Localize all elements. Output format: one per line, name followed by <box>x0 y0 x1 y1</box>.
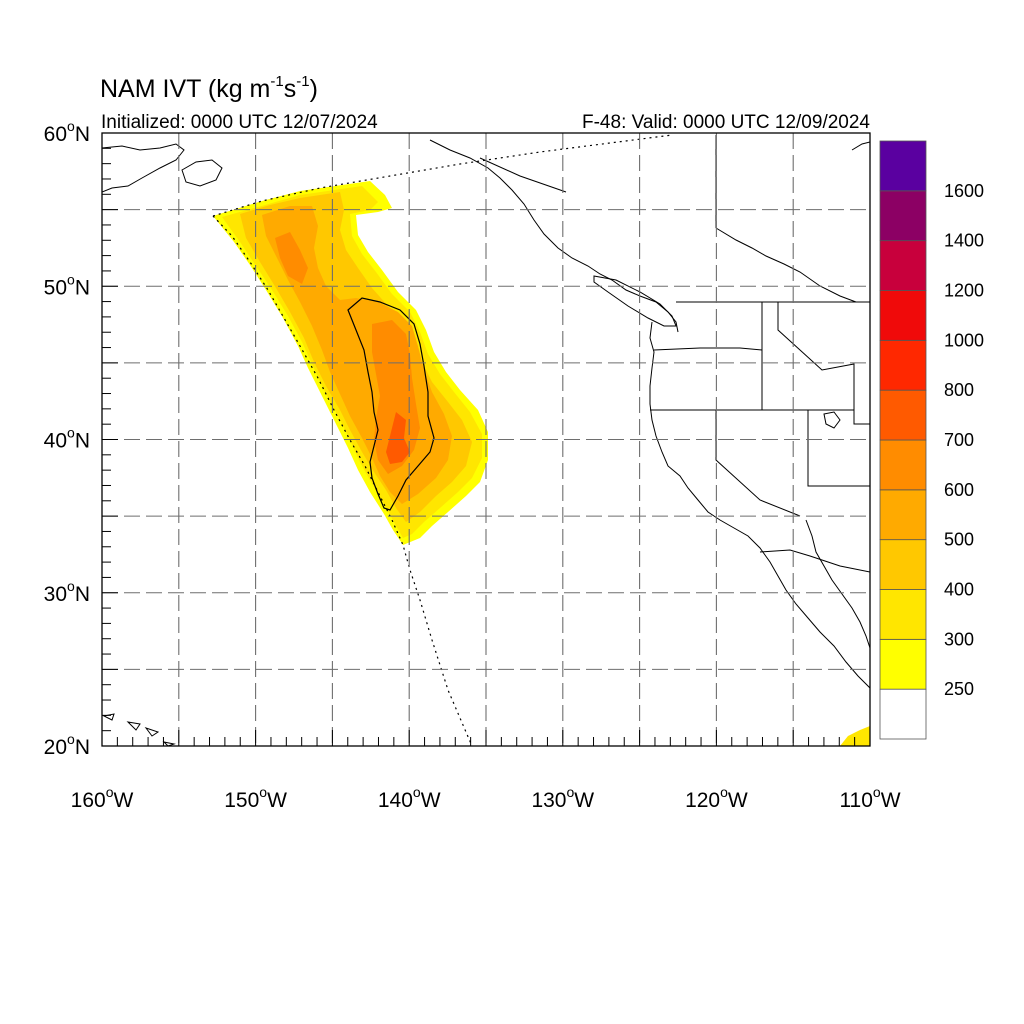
washington-oregon-border <box>653 347 763 351</box>
longitude-label: 150oW <box>224 784 287 812</box>
great-salt-lake <box>823 411 841 429</box>
colorbar-label: 500 <box>944 530 974 550</box>
colorbar-swatch <box>879 688 927 740</box>
colorbar-label: 600 <box>944 480 974 500</box>
axis-ticks <box>101 132 871 747</box>
nevada-border <box>715 410 801 517</box>
colorbar-swatch <box>879 439 927 491</box>
colorbar-label: 1600 <box>944 181 984 201</box>
valid-time-label: F-48: Valid: 0000 UTC 12/09/2024 <box>582 112 870 133</box>
longitude-labels: 160oW 150oW 140oW 130oW 120oW 110oW <box>71 784 901 812</box>
utah-arizona-border <box>807 410 870 487</box>
longitude-label: 140oW <box>378 784 441 812</box>
colorbar-label: 400 <box>944 580 974 600</box>
colorbar-label: 800 <box>944 380 974 400</box>
longitude-label: 120oW <box>685 784 748 812</box>
ivt-field-se-corner <box>840 726 870 746</box>
ivt-band-700 <box>386 412 410 464</box>
colorbar-swatch <box>879 190 927 242</box>
colorbar-label: 1000 <box>944 330 984 350</box>
initialized-label: Initialized: 0000 UTC 12/07/2024 <box>101 112 378 133</box>
map-title: NAM IVT (kg m-1s-1) <box>100 73 318 103</box>
baja-east-coast <box>805 519 870 649</box>
montana-border <box>777 302 870 425</box>
colorbar-label: 700 <box>944 430 974 450</box>
alaska-coast <box>102 143 185 193</box>
latitude-label: 30oN <box>44 578 90 606</box>
model-domain-boundary <box>212 215 473 746</box>
colorbar: 250 300 400 500 600 700 800 1000 1200 1400 1600 <box>879 140 984 740</box>
mexico-border <box>759 549 870 573</box>
colorbar-swatch <box>879 539 927 590</box>
coastlines <box>102 135 870 746</box>
gulf-of-alaska-islands <box>181 159 223 187</box>
colorbar-label: 1400 <box>944 231 984 251</box>
longitude-label: 110oW <box>839 784 900 812</box>
colorbar-swatch <box>879 140 927 192</box>
latitude-label: 40oN <box>44 425 90 453</box>
vancouver-island <box>593 275 677 327</box>
colorbar-swatch <box>879 290 927 341</box>
west-coast-us <box>649 321 870 689</box>
colorbar-swatch <box>879 489 927 541</box>
latitude-label: 50oN <box>44 271 90 299</box>
alaska-panhandle-coast <box>429 139 679 333</box>
colorbar-label: 1200 <box>944 281 984 301</box>
colorbar-swatch <box>879 389 927 441</box>
colorbar-swatch <box>879 638 927 690</box>
colorbar-label: 250 <box>944 679 974 699</box>
colorbar-labels: 250 300 400 500 600 700 800 1000 1200 1400 1600 <box>944 181 984 699</box>
canada-interior-coast <box>715 227 857 303</box>
colorbar-label: 300 <box>944 629 974 649</box>
yukon-bc-border <box>479 157 567 193</box>
map-panel: 60oN 50oN 40oN 30oN 20oN 160oW 150oW 140oW 130o… <box>44 118 901 812</box>
colorbar-swatch <box>879 589 927 640</box>
colorbar-swatch <box>879 339 927 391</box>
longitude-label: 130oW <box>531 784 594 812</box>
longitude-label: 160oW <box>71 784 134 812</box>
ivt-contour-500 <box>347 297 435 511</box>
model-domain-top-boundary <box>212 134 673 217</box>
latitude-labels: 60oN 50oN 40oN 30oN 20oN <box>44 118 90 759</box>
graticule <box>102 133 870 746</box>
northeast-coast <box>851 141 870 151</box>
latitude-label: 20oN <box>44 731 90 759</box>
latitude-label: 60oN <box>44 118 90 146</box>
hawaii-islands <box>102 713 176 746</box>
colorbar-swatches <box>879 140 927 740</box>
colorbar-swatch <box>879 240 927 291</box>
ivt-band-600 <box>275 232 420 474</box>
